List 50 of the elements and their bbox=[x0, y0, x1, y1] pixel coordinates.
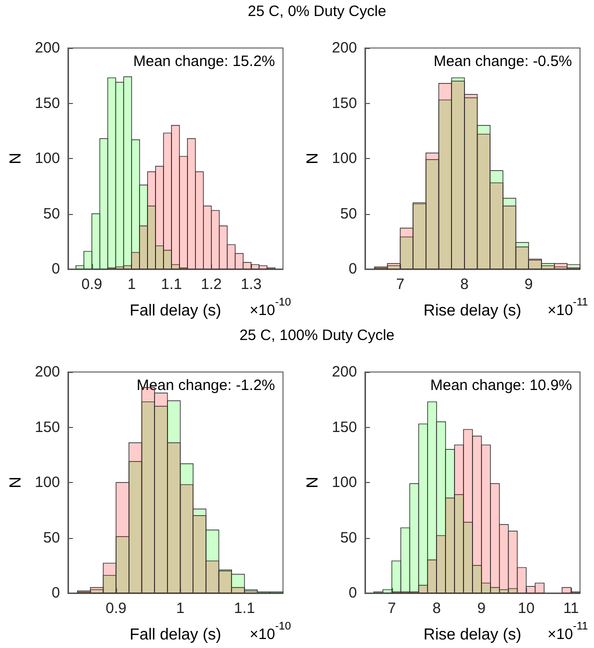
x-tick-label: 1.2 bbox=[200, 276, 222, 293]
y-tick-label: 100 bbox=[332, 150, 357, 167]
text: 25 C, 100% Duty Cycle bbox=[239, 327, 395, 344]
y-tick-label: 100 bbox=[34, 474, 60, 491]
text: 25 C, 0% Duty Cycle bbox=[248, 3, 386, 20]
x-axis-title: Rise delay (s) bbox=[424, 626, 522, 644]
y-tick-label: 0 bbox=[348, 584, 357, 602]
x-tick-label: 7 bbox=[396, 276, 404, 293]
x-tick-label: 1 bbox=[127, 276, 136, 293]
x-axis-title: Fall delay (s) bbox=[130, 302, 222, 320]
y-tick-label: 200 bbox=[34, 40, 60, 56]
y-tick-label: 0 bbox=[348, 260, 357, 278]
y-tick-label: 150 bbox=[34, 94, 60, 112]
y-tick-label: 50 bbox=[43, 205, 60, 222]
x-tick-label: 8 bbox=[460, 276, 469, 293]
annotation: Mean change: -1.2% bbox=[136, 377, 275, 394]
y-tick-label: 100 bbox=[332, 474, 357, 491]
y-tick-label: 200 bbox=[332, 40, 357, 56]
y-axis-title: N bbox=[304, 476, 322, 488]
x-tick-label: 10 bbox=[518, 600, 535, 617]
y-tick-label: 150 bbox=[332, 418, 357, 436]
x-tick-label: 1.1 bbox=[161, 276, 182, 293]
annotation: Mean change: -0.5% bbox=[434, 53, 572, 70]
y-axis-title: N bbox=[8, 476, 24, 488]
x-tick-label: 1.3 bbox=[240, 276, 262, 293]
y-tick-label: 150 bbox=[34, 418, 60, 436]
y-tick-label: 0 bbox=[52, 260, 60, 278]
y-axis-title: N bbox=[304, 152, 322, 164]
y-tick-label: 200 bbox=[332, 364, 357, 380]
x-tick-label: 0.9 bbox=[106, 600, 127, 617]
x-tick-label: 0.9 bbox=[81, 276, 102, 293]
x-axis-title: Fall delay (s) bbox=[130, 626, 222, 644]
x-tick-label: 7 bbox=[388, 600, 396, 617]
x-tick-label: 9 bbox=[524, 276, 533, 293]
x-tick-label: 11 bbox=[563, 600, 579, 617]
y-tick-label: 200 bbox=[34, 364, 60, 380]
y-tick-label: 50 bbox=[340, 529, 357, 546]
y-axis-title: N bbox=[8, 152, 24, 164]
y-tick-label: 150 bbox=[332, 94, 357, 112]
y-tick-label: 100 bbox=[34, 150, 60, 167]
x-tick-label: 1 bbox=[176, 600, 184, 617]
x-tick-label: 9 bbox=[477, 600, 486, 617]
x-tick-label: 8 bbox=[432, 600, 441, 617]
y-tick-label: 0 bbox=[52, 584, 60, 602]
x-axis-title: Rise delay (s) bbox=[424, 302, 522, 320]
y-tick-label: 50 bbox=[340, 205, 357, 222]
annotation: Mean change: 15.2% bbox=[133, 53, 276, 70]
x-tick-label: 1.1 bbox=[234, 600, 255, 617]
annotation: Mean change: 10.9% bbox=[430, 377, 572, 394]
y-tick-label: 50 bbox=[43, 529, 60, 546]
